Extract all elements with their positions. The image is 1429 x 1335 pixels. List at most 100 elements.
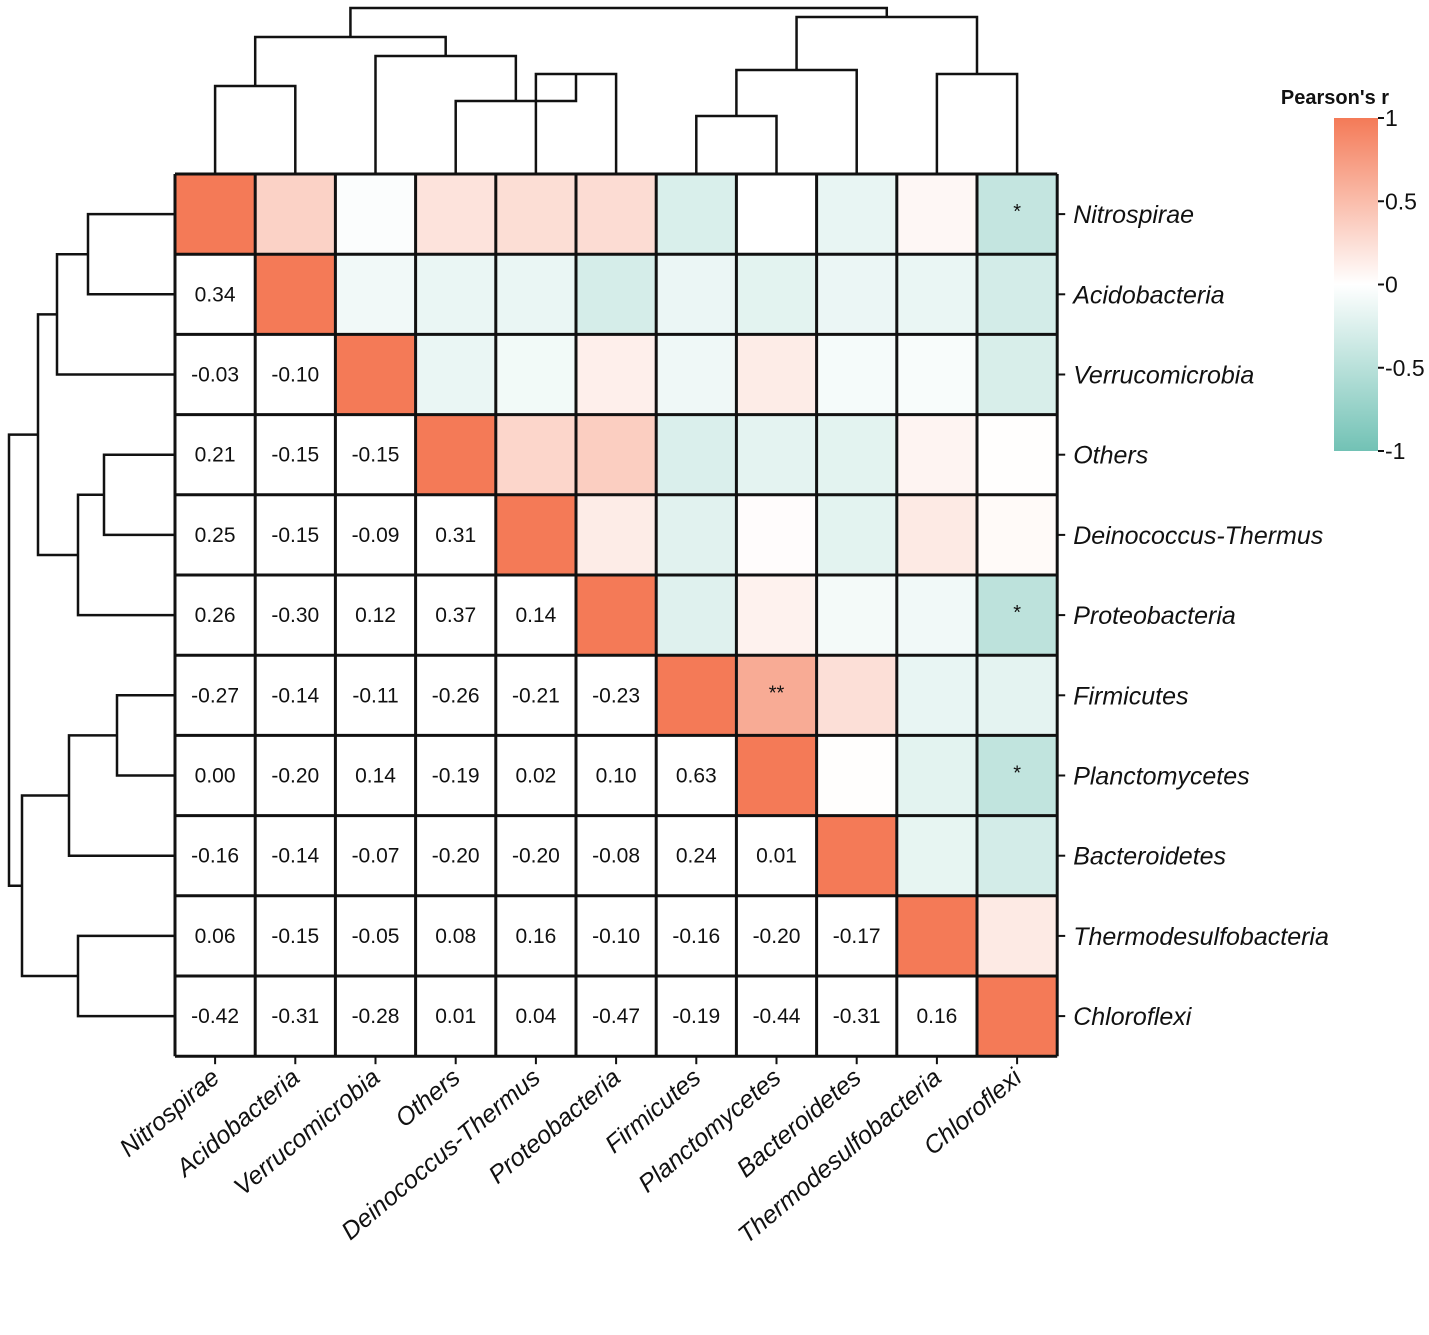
heatmap-cell	[736, 815, 817, 896]
heatmap-grid	[173, 172, 1059, 1058]
heatmap-cell	[816, 655, 897, 736]
cell-value-label: -0.21	[512, 684, 560, 707]
heatmap-cell	[175, 655, 256, 736]
heatmap-cell	[896, 735, 977, 816]
heatmap-cell	[495, 575, 576, 656]
cell-value-label: 0.12	[355, 604, 396, 627]
heatmap-cell	[175, 414, 256, 495]
column-dendrogram	[213, 6, 1019, 174]
heatmap-cell	[415, 815, 496, 896]
dendrogram-branch	[213, 84, 297, 174]
heatmap-cell	[896, 174, 977, 255]
cell-value-label: -0.31	[833, 1005, 881, 1028]
heatmap-cell	[896, 976, 977, 1057]
heatmap-cell	[736, 655, 817, 736]
heatmap-cell	[896, 334, 977, 415]
heatmap-cell	[255, 895, 336, 976]
heatmap-cell	[977, 174, 1058, 255]
cell-value-label: 0.04	[515, 1005, 556, 1028]
heatmap-cell	[576, 735, 657, 816]
heatmap-cell	[255, 414, 336, 495]
colorbar	[1334, 118, 1378, 451]
heatmap-cell	[816, 735, 897, 816]
cell-value-label: -0.05	[352, 925, 400, 948]
colorbar-tick-label: -1	[1385, 438, 1405, 464]
heatmap-cell	[576, 815, 657, 896]
heatmap-cell	[255, 575, 336, 656]
heatmap-cell	[576, 655, 657, 736]
heatmap-cell	[415, 174, 496, 255]
heatmap-cell	[415, 334, 496, 415]
heatmap-cell	[816, 254, 897, 335]
heatmap-cell	[335, 655, 416, 736]
heatmap-cell	[656, 895, 737, 976]
heatmap-cell	[736, 174, 817, 255]
cell-value-label: -0.14	[271, 684, 319, 707]
cell-value-label: 0.25	[195, 524, 236, 547]
cell-value-label: 0.24	[676, 845, 717, 868]
row-label: Deinococcus-Thermus	[1073, 522, 1323, 550]
heatmap-cell	[415, 735, 496, 816]
dendrogram-branch	[695, 114, 778, 174]
heatmap-cell	[896, 494, 977, 575]
cell-value-label: -0.09	[352, 524, 400, 547]
heatmap-cell	[816, 174, 897, 255]
cell-value-label: -0.03	[191, 364, 239, 387]
heatmap-cell	[495, 334, 576, 415]
row-label: Proteobacteria	[1073, 602, 1236, 630]
row-label: Others	[1073, 442, 1148, 470]
cell-value-label: -0.17	[833, 925, 881, 948]
dendrogram-branch	[253, 35, 447, 86]
heatmap-cell	[736, 414, 817, 495]
heatmap-cell	[495, 655, 576, 736]
heatmap-cell	[255, 655, 336, 736]
heatmap-cell	[255, 735, 336, 816]
heatmap-cell	[656, 976, 737, 1057]
heatmap-cell	[255, 494, 336, 575]
heatmap-cell	[175, 174, 256, 255]
row-label: Bacteroidetes	[1073, 843, 1226, 871]
heatmap-cell	[656, 735, 737, 816]
cell-value-label: 0.10	[596, 765, 637, 788]
heatmap-cell	[736, 976, 817, 1057]
cell-value-label: -0.15	[271, 925, 319, 948]
colorbar-tick-label: -0.5	[1385, 355, 1425, 381]
cell-value-label: -0.19	[432, 765, 480, 788]
cell-value-label: -0.28	[352, 1005, 400, 1028]
cell-value-label: -0.23	[592, 684, 640, 707]
heatmap-cell	[656, 334, 737, 415]
row-label: Firmicutes	[1073, 682, 1188, 710]
heatmap-cell	[415, 976, 496, 1057]
heatmap-cell	[736, 735, 817, 816]
heatmap-cell	[896, 815, 977, 896]
heatmap-cell	[415, 254, 496, 335]
heatmap-cell	[736, 254, 817, 335]
cell-value-label: 0.00	[195, 765, 236, 788]
heatmap-cell	[656, 494, 737, 575]
colorbar-tick-label: 1	[1385, 105, 1398, 131]
heatmap-cell	[576, 895, 657, 976]
cell-value-label: -0.20	[271, 765, 319, 788]
row-label: Thermodesulfobacteria	[1073, 923, 1329, 951]
cell-value-label: 0.16	[515, 925, 556, 948]
heatmap-cell	[255, 334, 336, 415]
heatmap-cell	[495, 254, 576, 335]
heatmap-cell	[175, 575, 256, 656]
heatmap-cell	[977, 494, 1058, 575]
heatmap-cell	[576, 414, 657, 495]
row-label: Verrucomicrobia	[1073, 362, 1254, 390]
heatmap-cell	[816, 815, 897, 896]
cell-value-label: -0.27	[191, 684, 239, 707]
dendrogram-branch	[735, 68, 858, 174]
heatmap-cell	[495, 494, 576, 575]
heatmap-cell	[656, 174, 737, 255]
significance-mark: *	[1013, 763, 1021, 785]
heatmap-cell	[896, 254, 977, 335]
cell-value-label: 0.63	[676, 765, 717, 788]
heatmap-cell	[656, 815, 737, 896]
heatmap-cell	[335, 735, 416, 816]
legend-title: Pearson's r	[1281, 87, 1389, 109]
row-label: Planctomycetes	[1073, 763, 1249, 791]
